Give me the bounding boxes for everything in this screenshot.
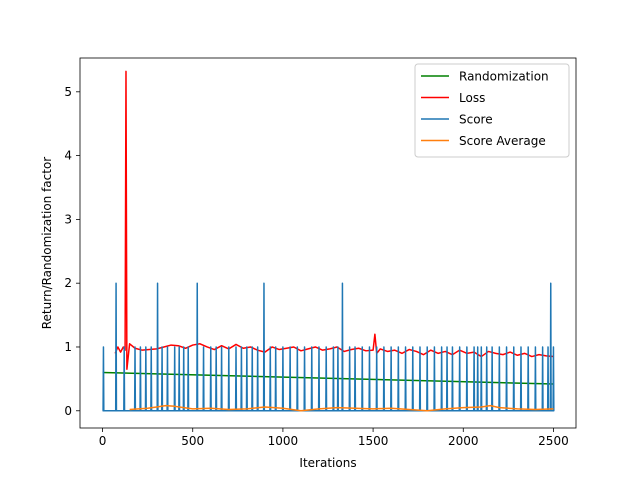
y-tick-label: 1 xyxy=(64,340,72,354)
legend-box xyxy=(414,63,570,158)
x-tick-label: 0 xyxy=(99,434,107,448)
legend-label: Loss xyxy=(459,91,485,105)
y-tick-label: 4 xyxy=(64,149,72,163)
series-line-loss xyxy=(114,70,554,371)
x-tick-label: 2000 xyxy=(448,434,479,448)
x-tick-label: 1000 xyxy=(268,434,299,448)
x-tick-label: 2500 xyxy=(538,434,569,448)
x-tick-label: 1500 xyxy=(358,434,389,448)
y-tick-label: 5 xyxy=(64,85,72,99)
plot-area xyxy=(102,70,555,412)
axes-frame xyxy=(79,57,577,429)
y-tick-label: 3 xyxy=(64,212,72,226)
legend-label: Score xyxy=(459,113,493,127)
y-tick-label: 0 xyxy=(64,404,72,418)
x-tick-label: 500 xyxy=(181,434,204,448)
x-axis-label: Iterations xyxy=(299,456,356,470)
legend: Randomization Loss Score Score Average xyxy=(414,63,570,158)
series-line-score xyxy=(102,282,555,412)
y-tick-label: 2 xyxy=(64,276,72,290)
y-axis-label: Return/Randomization factor xyxy=(40,157,54,330)
series-line-score-average xyxy=(129,404,554,412)
legend-label: Score Average xyxy=(459,134,546,148)
y-axis: 0 1 2 3 4 5 xyxy=(64,85,80,418)
x-axis: 0 500 1000 1500 2000 2500 xyxy=(99,428,569,448)
legend-label: Randomization xyxy=(459,70,549,84)
